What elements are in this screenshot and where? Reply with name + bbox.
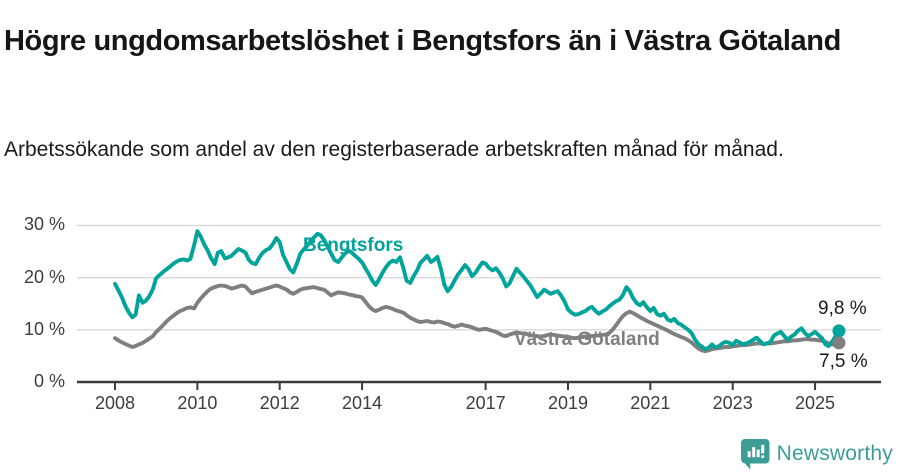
x-tick-label: 2017 (465, 393, 506, 413)
x-tick-label: 2008 (94, 393, 136, 413)
end-value-label-bengtsfors: 9,8 % (818, 298, 867, 319)
end-dot-Västra Götaland (832, 336, 846, 350)
y-tick-label: 0 % (33, 371, 65, 391)
line-chart: 0 % 10 % 20 % 30 % 2008 2010 2012 2014 2017 2019 2… (0, 195, 900, 427)
x-tick-label: 2012 (259, 393, 300, 413)
x-tick-label: 2019 (547, 393, 588, 413)
page-subtitle: Arbetssökande som andel av den registerb… (4, 138, 784, 161)
newsworthy-logo-icon (740, 438, 770, 470)
page-title: Högre ungdomsarbetslöshet i Bengtsfors ä… (4, 25, 841, 58)
end-dot-Bengtsfors (832, 324, 846, 338)
series-label-bengtsfors: Bengtsfors (303, 235, 404, 256)
series-line-Bengtsfors (113, 229, 841, 352)
x-tick-label: 2021 (630, 393, 671, 413)
y-tick-label: 20 % (23, 266, 65, 287)
y-tick-label: 10 % (23, 318, 65, 339)
brand-wordmark: Newsworthy (776, 442, 893, 465)
x-tick-label: 2025 (795, 393, 836, 413)
newsworthy-branding: Newsworthy (740, 438, 893, 470)
x-tick-label: 2014 (342, 393, 383, 413)
end-value-label-vastra-gotaland: 7,5 % (819, 351, 868, 372)
x-tick-label: 2010 (177, 393, 218, 413)
plot-area (77, 224, 881, 390)
x-tick-label: 2023 (712, 393, 753, 413)
y-tick-label: 30 % (23, 214, 65, 235)
series-label-vastra-gotaland: Västra Götaland (514, 329, 660, 350)
